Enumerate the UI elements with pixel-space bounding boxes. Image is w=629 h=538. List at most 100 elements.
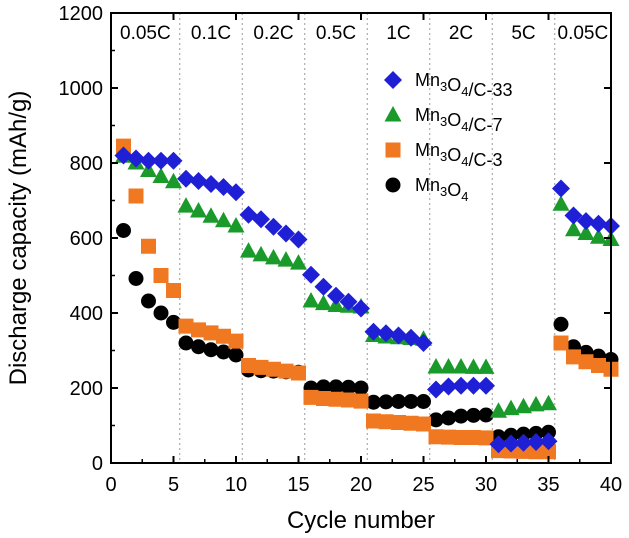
rate-label: 5C [511,23,535,44]
data-point [278,363,294,379]
legend: Mn3O4/C-33 Mn3O4/C-7 Mn3O4/C-3 Mn3O4 [384,70,513,204]
data-point [166,314,181,330]
data-point [253,359,269,375]
data-point [316,379,331,395]
data-point [552,179,570,198]
data-point [441,429,456,445]
data-point [341,392,356,408]
data-point [414,334,433,352]
data-point [316,391,331,406]
series-layer [114,138,620,460]
data-point [514,433,533,452]
data-point [439,377,458,396]
data-point [302,292,320,308]
data-point [366,394,381,410]
data-point [191,322,206,338]
legend-marker [385,142,401,158]
data-point [141,238,156,254]
x-tick-label: 35 [537,474,559,496]
data-point [528,444,544,460]
data-point [440,358,457,374]
data-point [191,339,206,355]
x-tick-label: 20 [350,474,372,496]
data-point [441,410,456,426]
data-point [428,412,444,428]
data-point [216,328,231,344]
y-tick-label: 0 [92,453,103,475]
legend-label: Mn3O4/C-33 [415,70,513,100]
y-axis-title: Discharge capacity (mAh/g) [5,91,32,386]
data-point [352,299,370,318]
data-point [478,430,494,446]
data-point [339,292,358,311]
data-point [466,430,481,445]
data-point [465,358,482,374]
data-point [540,394,557,411]
data-point [116,138,131,154]
data-point [489,435,508,454]
data-point [328,379,344,395]
data-point [527,395,545,412]
data-point [366,413,381,429]
data-point [228,333,244,349]
data-point [490,402,507,418]
series-diamond [114,146,620,454]
legend-item: Mn3O4/C-3 [385,140,503,170]
data-point [152,151,170,170]
data-point [202,207,220,223]
data-point [152,167,170,183]
data-point [228,347,244,363]
data-point [241,358,256,373]
data-point [128,188,144,204]
data-point [139,151,158,170]
data-point [302,265,320,284]
legend-marker [384,71,402,89]
data-point [227,217,245,233]
data-point [416,416,431,432]
rate-label: 0.2C [253,23,293,44]
data-point [202,175,220,193]
y-tick-label: 1000 [59,78,104,100]
data-point [389,326,408,345]
data-point [502,399,520,416]
data-point [341,379,356,395]
x-tick-label: 40 [600,474,622,496]
data-point [177,169,195,188]
x-tick-label: 15 [287,474,309,496]
data-point [452,376,470,395]
data-point [453,408,469,424]
data-point [252,245,270,262]
data-point [452,358,470,374]
data-point [116,223,131,238]
data-point [128,271,144,286]
data-point [502,434,520,453]
legend-label: Mn3O4/C-3 [415,140,503,170]
data-point [552,195,570,211]
data-point [378,414,394,430]
data-point [391,415,406,430]
data-point [114,146,133,165]
y-tick-label: 400 [70,303,103,325]
data-point [190,202,207,218]
y-tick-label: 200 [70,378,103,400]
data-point [591,358,606,373]
data-point [466,407,481,423]
data-point [416,394,431,409]
data-point [153,305,169,321]
data-point [328,391,344,407]
x-tick-label: 30 [475,474,497,496]
data-point [553,335,569,351]
series-triangle [115,147,620,418]
data-point [464,376,483,395]
data-point [577,224,595,240]
data-point [427,380,445,399]
legend-label: Mn3O4 [415,175,469,204]
series-square [116,138,619,460]
data-point [391,394,406,409]
data-point [240,242,257,258]
data-point [252,210,270,229]
data-point [189,172,208,190]
data-point [527,433,545,451]
data-point [377,324,395,343]
data-point [315,294,332,311]
